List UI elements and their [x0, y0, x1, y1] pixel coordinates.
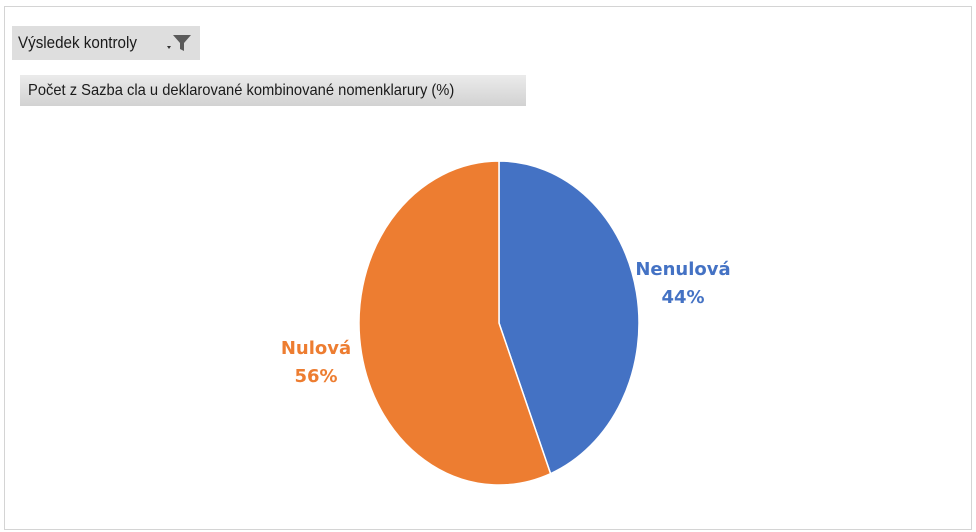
- value-field-label: Počet z Sazba cla u deklarované kombinov…: [28, 81, 455, 99]
- data-label-percent: 56%: [294, 366, 337, 387]
- value-field-button[interactable]: Počet z Sazba cla u deklarované kombinov…: [20, 75, 526, 106]
- pie-slice-nulová[interactable]: [358, 160, 552, 486]
- filter-label: Výsledek kontroly: [18, 33, 137, 52]
- data-label-name: Nulová: [281, 338, 351, 359]
- filter-icon[interactable]: [164, 32, 194, 54]
- data-label-percent: 44%: [661, 287, 704, 308]
- pie-slice-nenulová[interactable]: [498, 160, 640, 475]
- data-label-name: Nenulová: [635, 259, 730, 280]
- report-filter-button[interactable]: Výsledek kontroly: [12, 26, 200, 60]
